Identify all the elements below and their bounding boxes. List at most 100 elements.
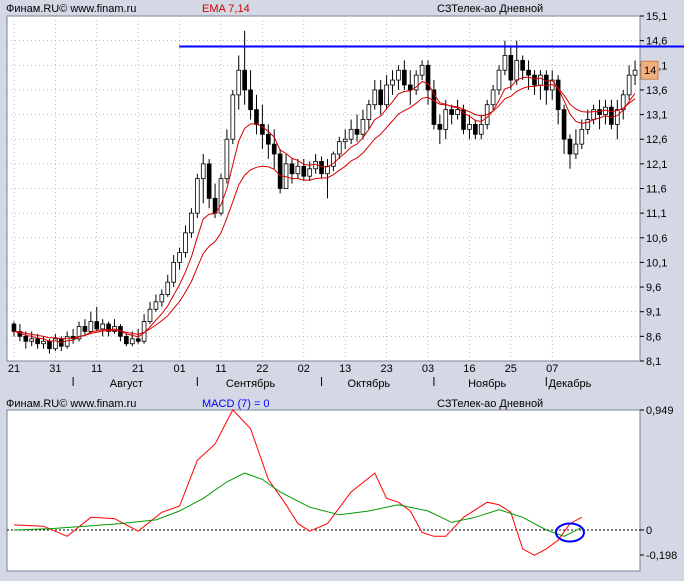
candle-body [124,335,129,345]
candle-body [254,109,259,125]
candle-body [331,153,336,167]
candle-body [467,124,472,130]
candle-body [573,143,579,155]
price-xtick-day: 01 [173,363,185,375]
candle-body [183,232,188,253]
ema-slow-line [13,83,636,340]
candle-body [265,133,271,145]
candle-body [236,69,242,96]
price-xtick-month: Декабрь [549,378,592,390]
candle-body [242,69,247,91]
price-ytick-label: 8,6 [646,331,661,343]
candle-body [407,84,413,91]
candle-body [425,64,431,91]
macd-chart: Финам.RU© www.finam.ru MACD (7) = 0 СЗТе… [6,398,677,572]
candle-body [336,141,342,155]
price-ytick-label: 13,1 [646,110,667,122]
candle-body [384,84,389,106]
price-ytick-label: 12,1 [646,159,667,171]
candle-body [218,178,224,214]
candle-body [555,79,561,111]
candle-body [342,138,348,143]
price-xtick-day: 13 [339,363,351,375]
candle-body [455,109,460,115]
price-xtick-day: 11 [215,363,226,375]
price-xtick-day: 21 [8,363,20,375]
price-xtick-day: 16 [463,363,475,375]
candle-body [106,323,111,332]
macd-line [13,409,583,556]
price-ytick-label: 15,1 [646,11,667,23]
price-ytick-label: 8,1 [646,356,661,368]
price-xtick-day: 31 [49,363,61,375]
macd-ytick-label: 0 [646,525,652,537]
macd-header-source: Финам.RU© www.finam.ru [6,398,136,410]
price-header-symbol: СЗТелек-ао Дневной [437,3,543,15]
candle-body [301,165,307,177]
candle-body [195,178,200,214]
candle-body [53,338,58,350]
candle-body [271,143,277,155]
candle-body [189,212,194,234]
macd-header-symbol: СЗТелек-ао Дневной [437,398,543,410]
candle-body [514,59,520,81]
candle-body [41,340,46,345]
candle-body [76,326,82,340]
price-header-source: Финам.RU© www.finam.ru [6,3,136,15]
price-chart: Финам.RU© www.finam.ru EMA 7,14 СЗТелек-… [6,3,684,390]
candle-body [372,89,378,106]
price-xtick-month: Ноябрь [468,378,506,390]
price-ytick-label: 11,1 [646,208,667,220]
candle-body [135,338,141,342]
candle-body [396,69,401,81]
candle-body [419,64,425,76]
candle-body [413,74,419,91]
candle-body [325,165,330,175]
macd-plot-area [6,409,641,572]
candle-body [496,69,502,91]
candle-body [88,321,94,332]
candle-body [23,335,29,342]
candle-body [295,165,301,175]
price-ytick-label: 10,1 [646,257,667,269]
candle-body [502,55,508,71]
candle-body [200,163,206,180]
candle-body [490,89,496,106]
candle-body [206,163,212,199]
price-xtick-day: 02 [298,363,310,375]
circle-annotation-icon [554,522,585,543]
candle-body [632,69,638,76]
candle-body [626,74,632,96]
candle-body [47,340,52,350]
candle-body [224,138,230,180]
ema-fast-line [13,76,636,343]
candle-body [520,59,525,71]
candle-body [360,119,366,135]
candle-body [277,153,283,189]
price-ytick-label: 13,6 [646,85,667,97]
price-xtick-month: Октябрь [348,378,391,390]
candle-body [609,106,614,125]
candle-body [260,124,265,135]
candle-body [319,160,324,175]
price-xtick-day: 03 [422,363,434,375]
price-ytick-label: 12,6 [646,134,667,146]
candle-body [449,109,454,115]
price-xtick-day: 23 [380,363,392,375]
candle-body [159,294,165,303]
candle-body [289,163,295,175]
candle-body [597,109,602,115]
candle-body [567,138,573,155]
candle-body [100,323,106,330]
candle-body [35,338,40,345]
price-ytick-label: 14,6 [646,36,667,48]
price-ytick-label: 9,6 [646,282,661,294]
price-ytick-label: 9,1 [646,307,661,319]
candle-body [129,338,135,345]
last-price-marker [640,60,659,80]
candle-body [82,326,88,332]
candle-body [171,262,176,283]
last-price-label: 14 [644,65,656,77]
candle-body [165,281,171,295]
